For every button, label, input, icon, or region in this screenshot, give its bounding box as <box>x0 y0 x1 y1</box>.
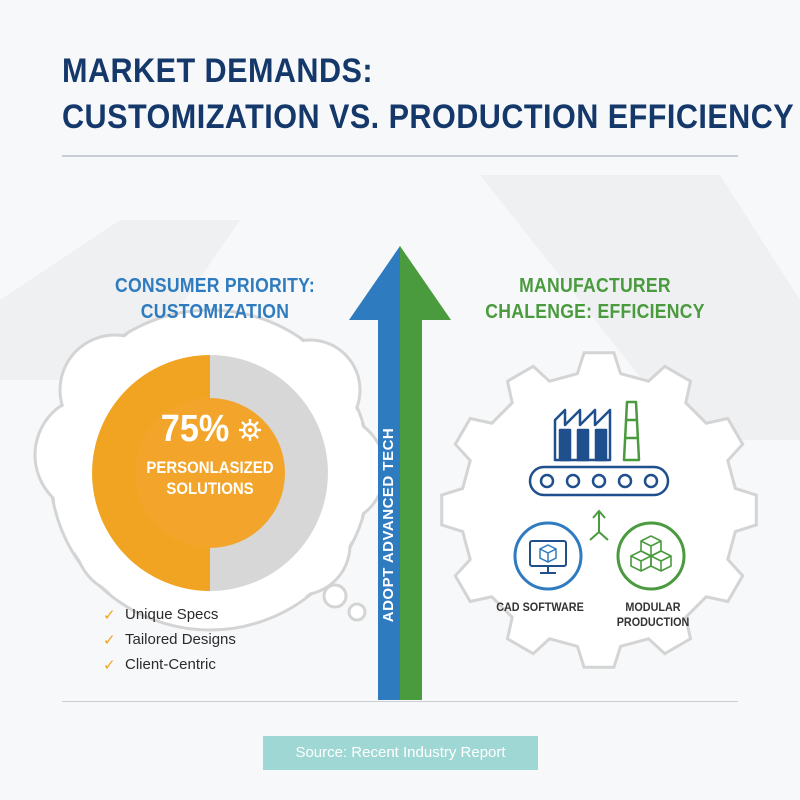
consumer-heading-line-1: CONSUMER PRIORITY: <box>114 275 315 297</box>
percent-label-line-1: PERSONLASIZED <box>146 458 274 477</box>
modular-label-line-2: PRODUCTION <box>616 615 690 629</box>
benefit-label: Unique Specs <box>125 606 219 623</box>
arrow-label: ADOPT ADVANCED TECH <box>380 427 397 623</box>
manufacturer-heading-line-2: CHALENGE: EFFICIENCY <box>485 301 705 323</box>
modular-label-line-1: MODULAR <box>625 600 681 614</box>
gear-cog-icon <box>239 418 262 441</box>
modular-production-label: MODULAR PRODUCTION <box>604 600 703 630</box>
customization-donut <box>92 355 328 591</box>
factory-icon <box>553 400 641 462</box>
check-icon: ✓ <box>103 631 116 649</box>
cad-monitor-icon <box>513 521 583 591</box>
percent-value: 75% <box>160 408 230 450</box>
list-item: ✓ Unique Specs <box>103 602 236 627</box>
page-title-line-2: CUSTOMIZATION VS. PRODUCTION EFFICIENCY <box>62 98 795 136</box>
background-shape <box>0 220 240 380</box>
donut-center-text: 75% PERSONLASIZED SOLUTIONS <box>115 408 305 499</box>
source-note: Source: Recent Industry Report <box>263 736 538 770</box>
percent-label-line-2: SOLUTIONS <box>166 479 254 498</box>
title-divider <box>62 155 738 157</box>
manufacturer-heading-line-1: MANUFACTURER <box>519 275 671 297</box>
check-icon: ✓ <box>103 606 116 624</box>
arrow-green-half <box>400 246 451 700</box>
conveyor-belt-icon <box>528 465 670 497</box>
page-title-line-1: MARKET DEMANDS: <box>62 52 374 90</box>
consumer-heading-line-2: CUSTOMIZATION <box>140 301 290 323</box>
adopt-tech-arrow <box>349 246 451 700</box>
modular-cubes-icon <box>616 521 686 591</box>
up-arrow-icon <box>589 509 609 541</box>
background-shape <box>480 175 800 440</box>
benefit-list: ✓ Unique Specs ✓ Tailored Designs ✓ Clie… <box>103 602 236 677</box>
manufacturer-heading: MANUFACTURER CHALENGE: EFFICIENCY <box>459 273 732 325</box>
benefit-label: Tailored Designs <box>125 631 236 648</box>
arrow-blue-half <box>349 246 400 700</box>
benefit-label: Client-Centric <box>125 656 216 673</box>
list-item: ✓ Client-Centric <box>103 652 236 677</box>
check-icon: ✓ <box>103 656 116 674</box>
list-item: ✓ Tailored Designs <box>103 627 236 652</box>
consumer-heading: CONSUMER PRIORITY: CUSTOMIZATION <box>96 273 334 325</box>
bottom-divider <box>62 701 738 702</box>
cad-software-label: CAD SOFTWARE <box>496 600 584 614</box>
